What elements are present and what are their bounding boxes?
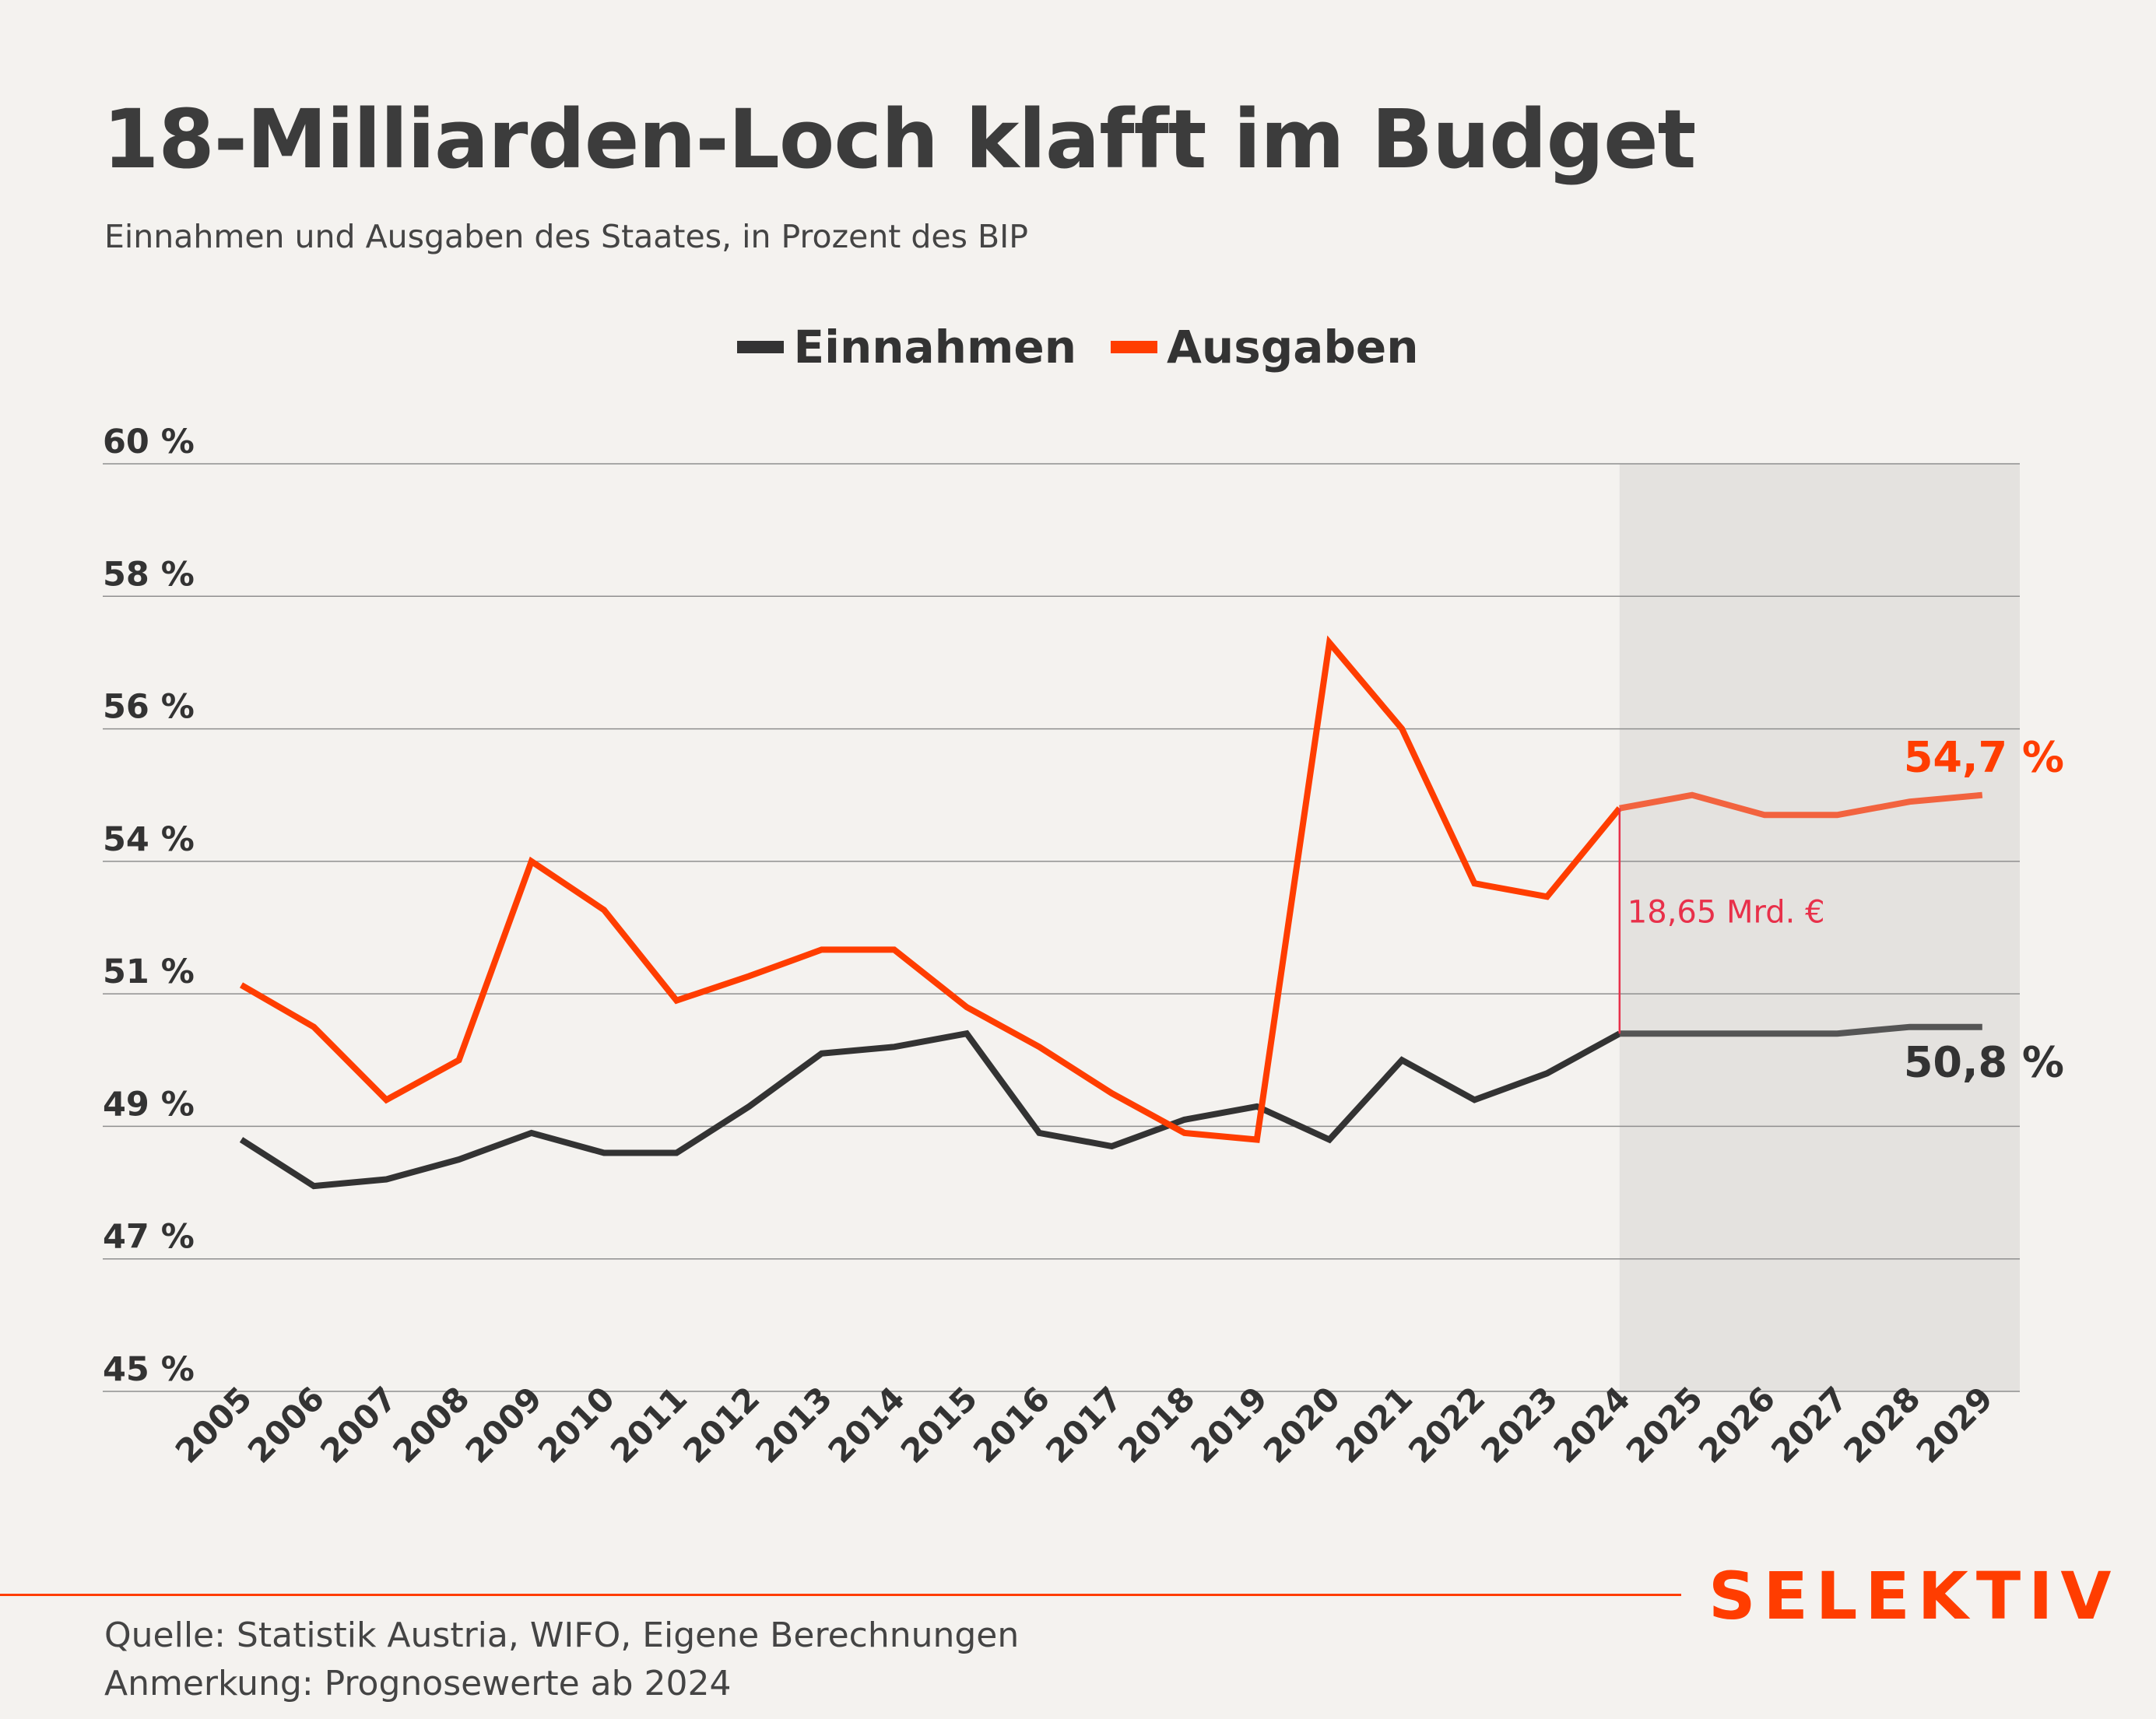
x-tick-label: 2017 [1038, 1379, 1129, 1470]
x-tick-label: 2021 [1329, 1379, 1420, 1470]
end-label-einnahmen: 50,8 % [1904, 1038, 2064, 1087]
legend-swatch-ausgaben [1111, 341, 1158, 353]
x-tick-label: 2010 [531, 1379, 622, 1470]
x-tick-label: 2019 [1184, 1379, 1275, 1470]
brand-logo: SELEKTIV [1708, 1558, 2119, 1634]
x-tick-label: 2025 [1619, 1379, 1710, 1470]
chart-subtitle: Einnahmen und Ausgaben des Staates, in P… [104, 218, 1028, 255]
source-note: Quelle: Statistik Austria, WIFO, Eigene … [104, 1616, 1020, 1655]
x-tick-label: 2028 [1836, 1379, 1927, 1470]
legend-swatch-einnahmen [737, 341, 785, 353]
x-tick-label: 2023 [1473, 1379, 1564, 1470]
x-tick-label: 2005 [168, 1379, 259, 1470]
legend-item-ausgaben: Ausgaben [1111, 321, 1419, 374]
x-tick-label: 2009 [458, 1379, 550, 1470]
x-tick-label: 2013 [748, 1379, 839, 1470]
x-tick-label: 2006 [241, 1379, 332, 1470]
y-tick-label: 49 % [103, 1085, 195, 1124]
legend-item-einnahmen: Einnahmen [737, 321, 1076, 374]
series-forecast-line-ausgaben [1619, 791, 1983, 819]
y-tick-label: 60 % [103, 423, 195, 461]
legend-label-ausgaben: Ausgaben [1167, 321, 1419, 374]
x-tick-label: 2026 [1691, 1379, 1782, 1470]
x-tick-label: 2018 [1111, 1379, 1202, 1470]
x-tick-label: 2027 [1764, 1379, 1855, 1470]
x-tick-label: 2024 [1547, 1379, 1638, 1470]
x-tick-label: 2015 [894, 1379, 985, 1470]
y-tick-label: 45 % [103, 1350, 195, 1389]
legend: Einnahmen Ausgaben [0, 321, 2156, 374]
forecast-note: Anmerkung: Prognosewerte ab 2024 [104, 1664, 732, 1703]
end-label-ausgaben: 54,7 % [1904, 733, 2064, 782]
y-tick-label: 54 % [103, 820, 195, 859]
x-tick-label: 2011 [603, 1379, 694, 1470]
x-tick-label: 2016 [966, 1379, 1057, 1470]
y-tick-label: 58 % [103, 555, 195, 594]
y-tick-label: 51 % [103, 952, 195, 991]
y-tick-label: 56 % [103, 688, 195, 727]
series-forecast-line-einnahmen [1619, 1023, 1982, 1037]
footer-divider [0, 1594, 1681, 1596]
x-tick-label: 2007 [313, 1379, 404, 1470]
forecast-region [1619, 464, 2020, 1391]
gap-label: 18,65 Mrd. € [1628, 894, 1825, 930]
legend-label-einnahmen: Einnahmen [793, 321, 1077, 374]
x-tick-label: 2022 [1401, 1379, 1492, 1470]
x-tick-label: 2020 [1256, 1379, 1347, 1470]
x-tick-label: 2029 [1909, 1379, 2000, 1470]
chart-title: 18-Milliarden-Loch klafft im Budget [103, 92, 1696, 187]
x-tick-label: 2008 [385, 1379, 476, 1470]
series-line-einnahmen [239, 1030, 1621, 1190]
series-line-ausgaben [239, 635, 1622, 1143]
y-tick-label: 47 % [103, 1218, 195, 1257]
x-tick-label: 2014 [821, 1379, 912, 1470]
x-tick-label: 2012 [676, 1379, 767, 1470]
